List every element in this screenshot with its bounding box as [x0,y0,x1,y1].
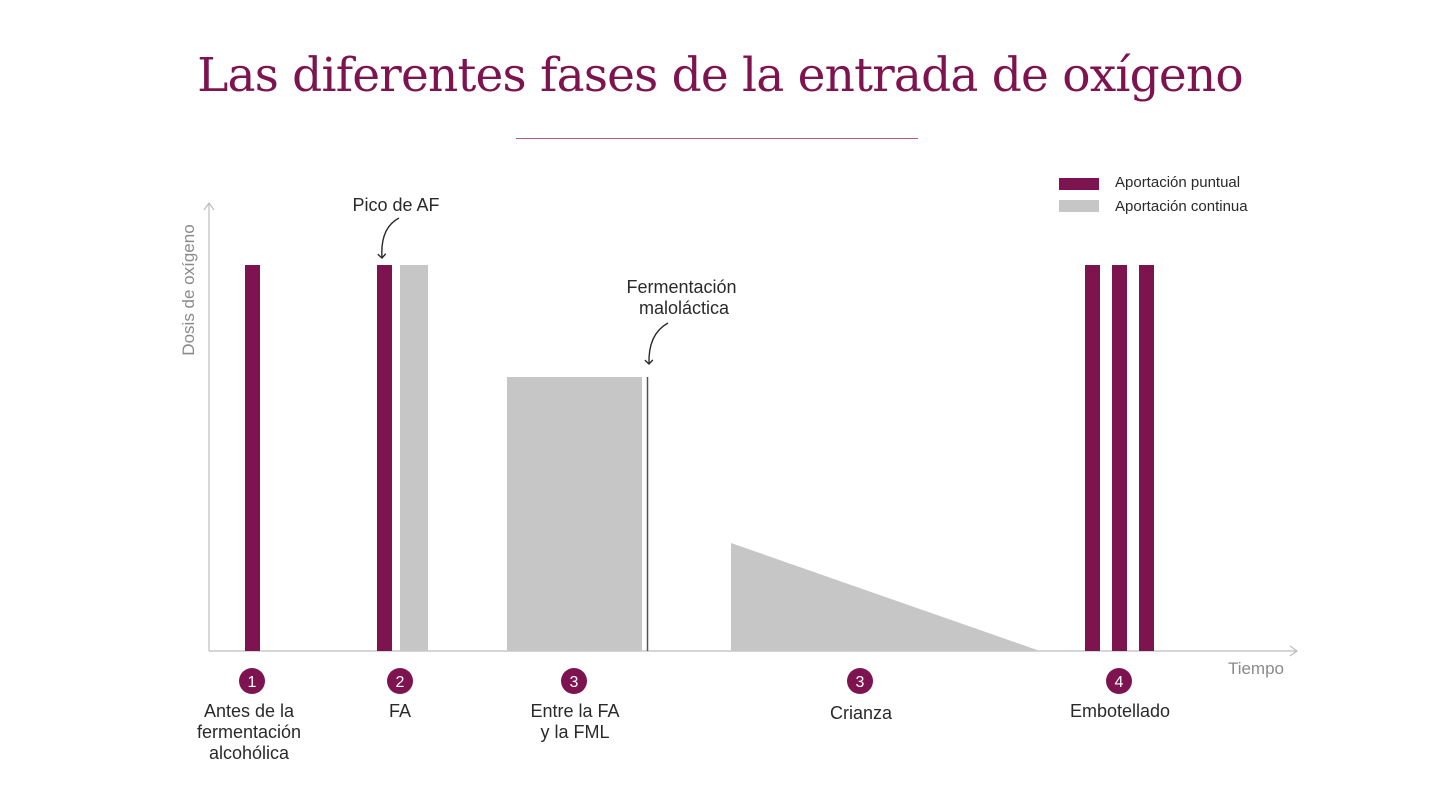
bar-punctual-stage-1 [245,265,260,651]
stage-label-4: Embotellado [1069,701,1171,721]
stage-badge-crianza: 3 [847,668,873,694]
annotation-pico-af-arrow [377,217,400,259]
bar-punctual-stage-2 [377,265,392,651]
bar-continuous-stage-3 [507,377,642,651]
stage-badge-1: 1 [239,668,265,694]
stage-number: 2 [396,674,405,691]
bar-punctual-bottling-3 [1139,265,1154,651]
stage-badge-3: 3 [561,668,587,694]
x-axis-label: Tiempo [1228,659,1284,678]
stage-label-crianza: Crianza [829,703,893,723]
stage-number: 1 [248,674,257,691]
legend-label-continuous: Aportación continua [1115,198,1248,215]
bar-punctual-bottling-1 [1085,265,1100,651]
y-axis-label: Dosis de oxígeno [179,224,198,355]
page-title: Las diferentes fases de la entrada de ox… [197,48,1244,103]
annotation-fml: Fermentación maloláctica [626,277,741,318]
bar-punctual-bottling-2 [1112,265,1127,651]
area-continuous-crianza [731,543,1040,651]
stage-label-2: FA [388,701,411,721]
annotation-fml-arrow [644,322,669,365]
title-divider [516,138,918,139]
legend-swatch-continuous [1059,200,1099,212]
y-axis-arrow [203,201,215,211]
stage-badge-4: 4 [1106,668,1132,694]
stage-label-1: Antes de la fermentación alcohólica [196,701,302,763]
stage-number: 3 [570,674,579,691]
stage-badge-2: 2 [387,668,413,694]
x-axis-arrow [1289,645,1299,657]
legend-swatch-punctual [1059,178,1099,190]
legend-label-punctual: Aportación puntual [1115,174,1240,191]
stage-number: 4 [1115,674,1124,691]
stage-label-3: Entre la FA y la FML [530,701,620,742]
stage-number: 3 [856,674,865,691]
annotation-pico-af: Pico de AF [352,195,439,215]
bar-continuous-stage-2 [400,265,428,651]
